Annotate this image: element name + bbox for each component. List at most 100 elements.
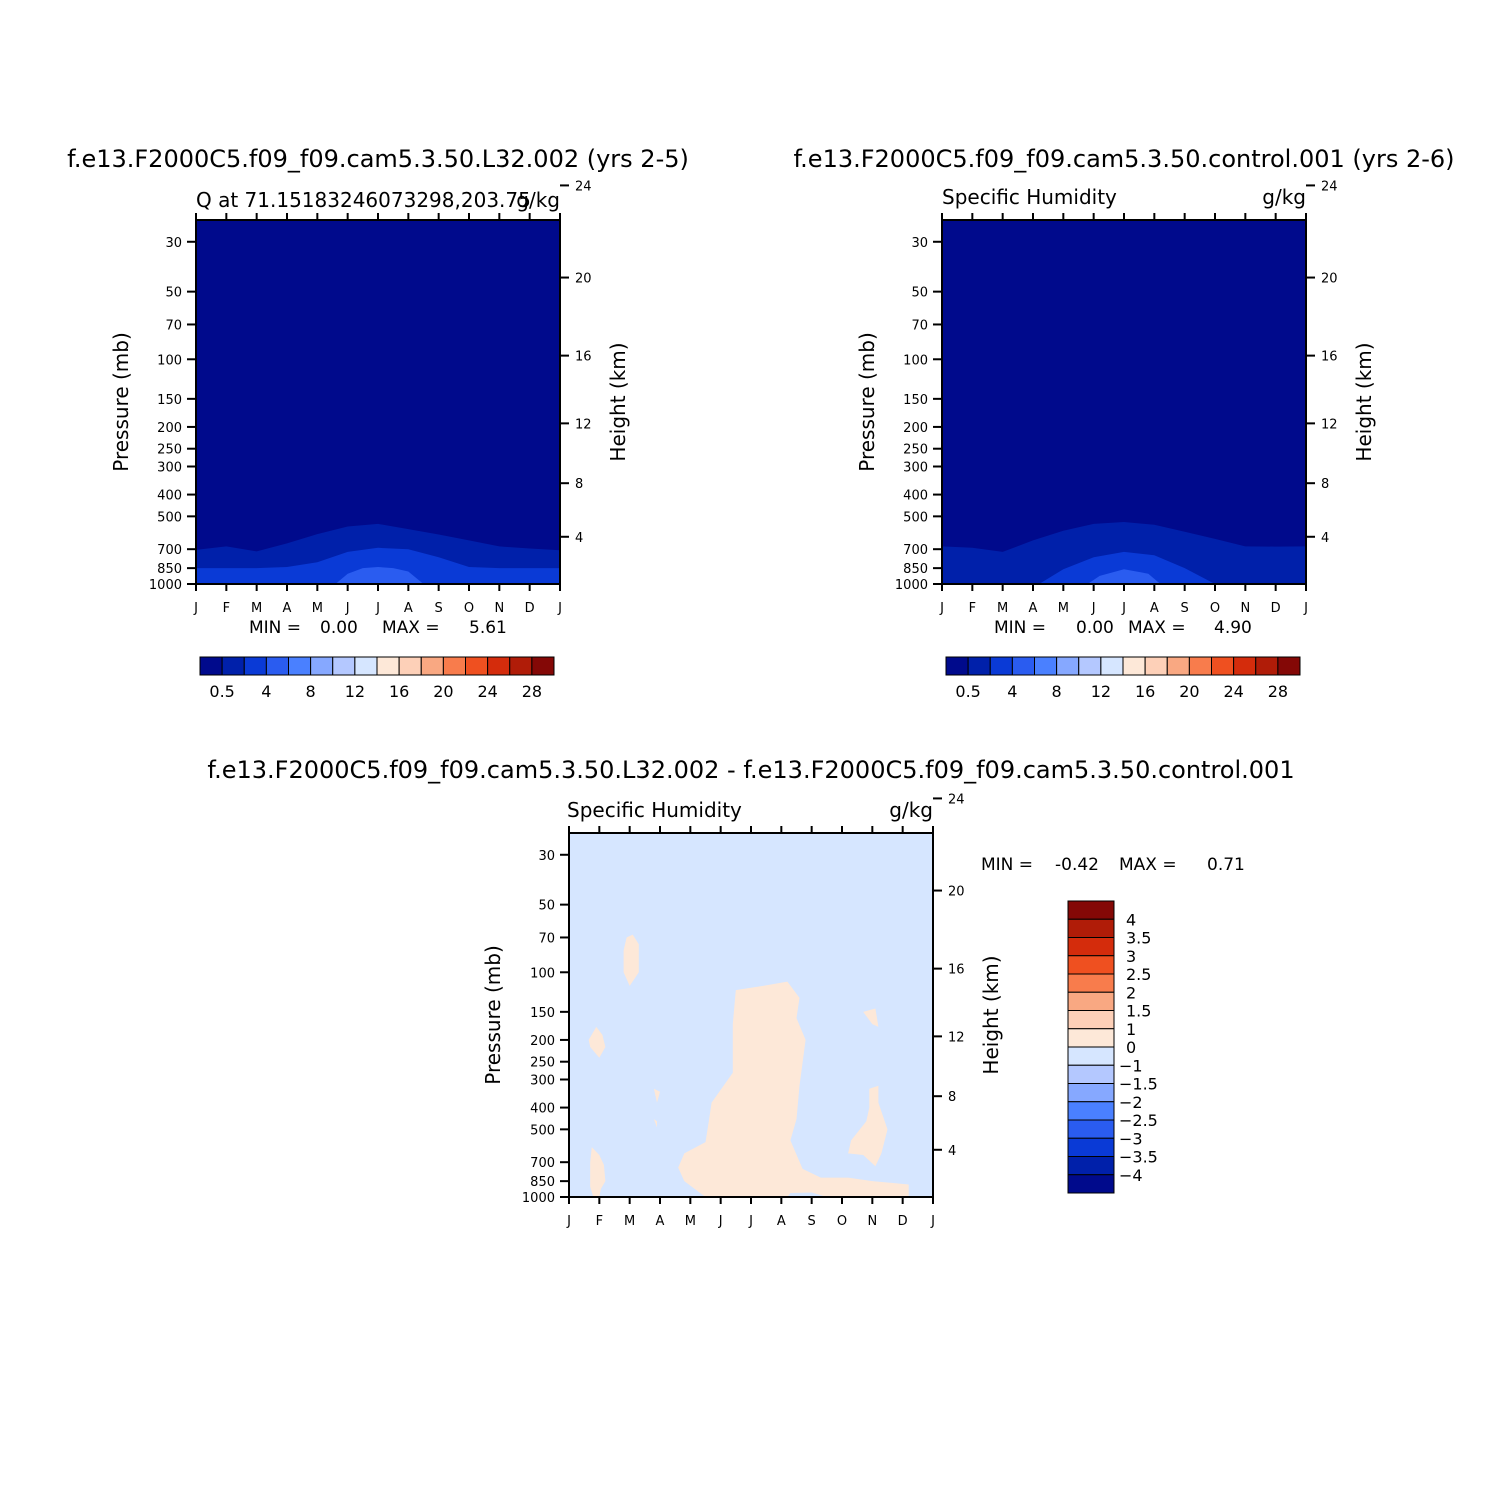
colorbar-label: 12 [345,682,365,701]
colorbar-box [487,656,511,676]
max-value: 4.90 [1214,618,1252,638]
y-tick-label: 250 [157,443,182,458]
contour-fill-2-3 [335,567,424,584]
y-right-tick-label: 24 [1321,179,1338,194]
colorbar-box [1067,918,1115,938]
min-label: MIN = [981,855,1033,875]
y-right-tick-label: 24 [948,792,965,807]
colorbar-box [376,656,400,676]
min-max-readout: MIN = 0.00 MAX = 5.61 [249,618,507,638]
panel-title: f.e13.F2000C5.f09_f09.cam5.3.50.L32.002 … [207,756,1294,784]
y-right-tick-label: 4 [948,1144,956,1159]
contour-fill-1-2 [942,551,1306,584]
y-tick-label: 200 [157,421,182,436]
y-right-tick-label: 20 [575,272,592,287]
x-tick-label: O [464,601,474,616]
colorbar-label: 4 [1126,910,1136,929]
max-label: MAX = [1119,855,1177,875]
colorbar-box [509,656,533,676]
colorbar-box [420,656,444,676]
colorbar-label: 3 [1126,947,1136,966]
y-right-tick-label: 4 [575,531,583,546]
contour-fill-positive [588,1026,606,1058]
x-tick-label: F [969,601,976,616]
colorbar-box [1233,656,1257,676]
y-tick-label: 200 [903,421,928,436]
colorbar-box [1277,656,1301,676]
x-tick-label: J [1121,601,1126,616]
y-axis-right-label: Height (km) [1352,342,1376,461]
panel-title: f.e13.F2000C5.f09_f09.cam5.3.50.L32.002 … [67,145,689,173]
y-tick-label: 100 [530,966,555,981]
colorbar-box [1211,656,1235,676]
min-value: 0.00 [1076,618,1114,638]
y-right-tick-label: 8 [1321,477,1329,492]
x-tick-label: F [596,1214,603,1229]
y-tick-label: 50 [911,286,928,301]
y-tick-label: 1000 [895,578,928,593]
contour-fill-1-2 [196,547,560,584]
colorbar-box [1067,991,1115,1011]
contour-fill-positive [653,1088,660,1103]
y-tick-label: 1000 [149,578,182,593]
y-right-tick-label: 24 [575,179,592,194]
x-tick-label: J [345,601,350,616]
colorbar-box [531,656,555,676]
colorbar-box [1067,1101,1115,1121]
y-tick-label: 70 [911,318,928,333]
x-tick-label: M [251,601,262,616]
y-tick-label: 300 [157,460,182,475]
y-right-tick-label: 12 [948,1030,965,1045]
panel-title: f.e13.F2000C5.f09_f09.cam5.3.50.control.… [793,145,1454,173]
x-tick-label: J [718,1214,723,1229]
x-tick-label: J [748,1214,753,1229]
y-tick-label: 700 [530,1156,555,1171]
colorbar-box [1067,973,1115,993]
colorbar-box [1067,1028,1115,1048]
colorbar: 43.532.521.510−1−1.5−2−2.5−3−3.5−4 [1067,900,1158,1194]
y-axis-right-label: Height (km) [979,955,1003,1074]
colorbar-label: 2.5 [1126,965,1151,984]
y-right-tick-label: 8 [948,1090,956,1105]
y-tick-label: 50 [538,899,555,914]
colorbar-box [442,656,466,676]
y-tick-label: 850 [530,1175,555,1190]
colorbar-box [1067,937,1115,957]
colorbar-box [332,656,356,676]
min-value: 0.00 [320,618,358,638]
colorbar-label: 24 [477,682,497,701]
y-tick-label: 30 [165,236,182,251]
colorbar-label: 0 [1126,1038,1136,1057]
max-value: 5.61 [469,618,507,638]
x-tick-label: J [557,601,562,616]
colorbar-label: −1.5 [1119,1075,1158,1094]
contour-fill-positive [863,1008,879,1027]
panel-control: f.e13.F2000C5.f09_f09.cam5.3.50.control.… [793,145,1454,701]
y-axis-label: Pressure (mb) [481,945,505,1085]
x-tick-label: A [283,601,292,616]
y-right-tick-label: 16 [948,963,965,978]
x-tick-label: J [930,1214,935,1229]
y-tick-label: 250 [903,443,928,458]
contour-plot: J F M A M J J A S O N D J 30 50 70 100 150 200 250 300 400 500… [149,179,592,616]
x-tick-label: A [777,1214,786,1229]
colorbar-label: 2 [1126,983,1136,1002]
x-tick-label: M [1058,601,1069,616]
colorbar-box [243,656,267,676]
colorbar-label: 1 [1126,1020,1136,1039]
colorbar-box [199,656,223,676]
panel-units: g/kg [889,798,933,822]
x-tick-label: S [808,1214,816,1229]
colorbar: 0.5 4 8 12 16 20 24 28 [199,656,555,701]
y-tick-label: 400 [530,1102,555,1117]
colorbar-label: 16 [389,682,409,701]
colorbar-box [354,656,378,676]
y-tick-label: 30 [911,236,928,251]
colorbar-box [1188,656,1212,676]
colorbar-box [1144,656,1168,676]
x-tick-label: D [1271,601,1281,616]
y-tick-label: 700 [903,543,928,558]
contour-fill-positive [678,981,909,1197]
y-tick-label: 150 [903,393,928,408]
colorbar-label: 4 [261,682,271,701]
